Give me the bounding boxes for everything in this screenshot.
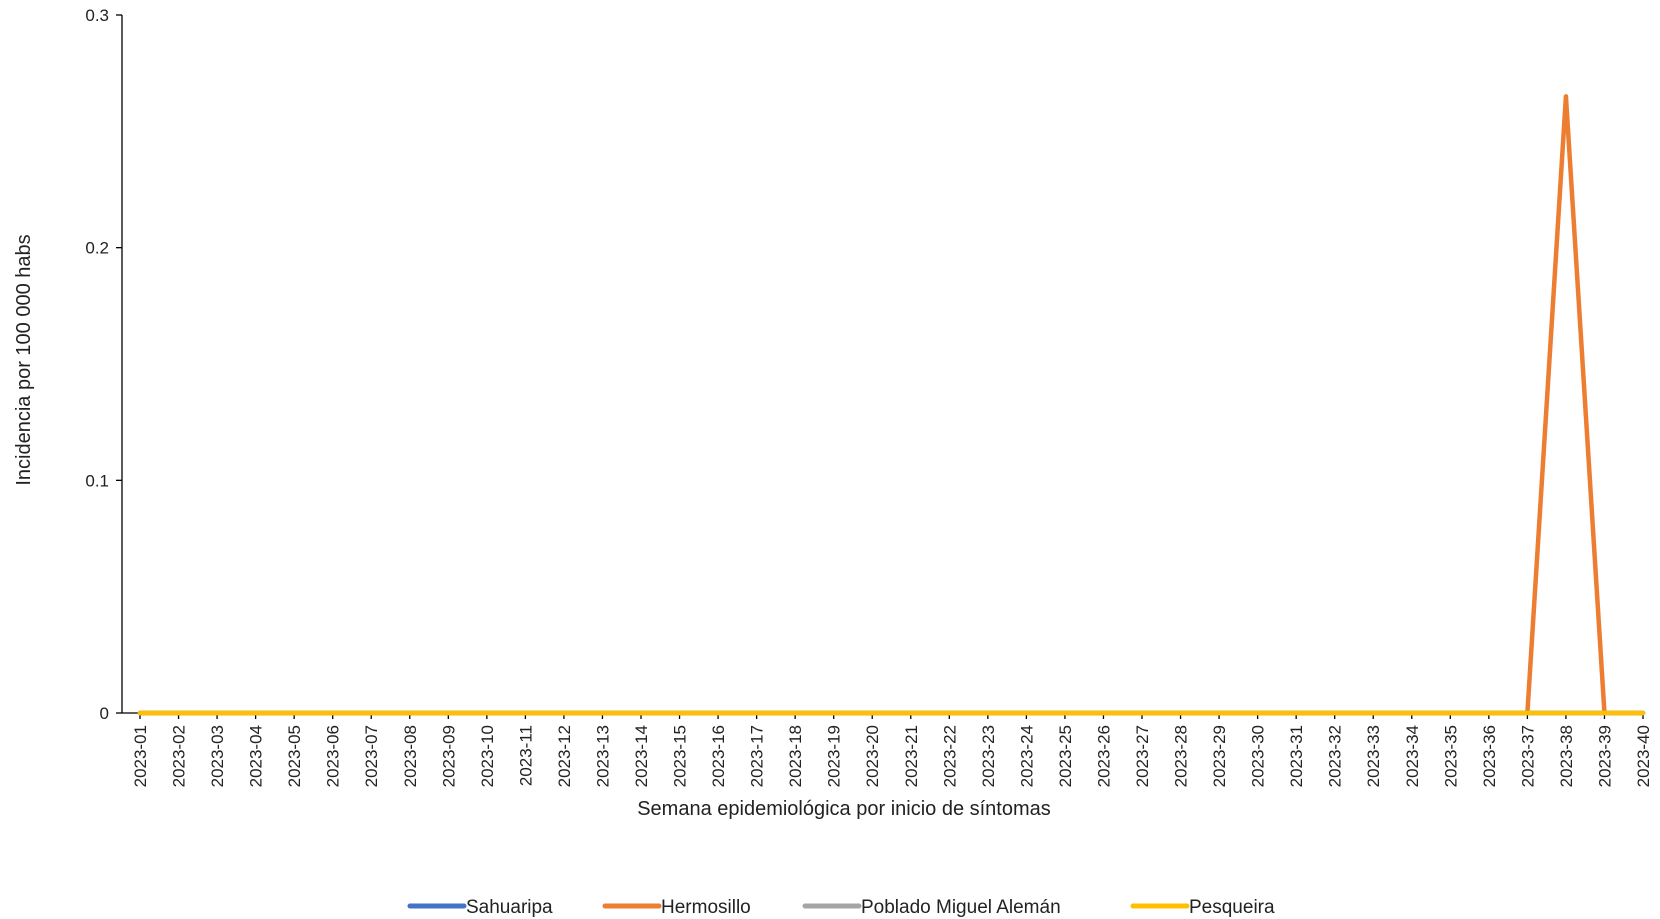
x-tick-label: 2023-17 [748, 725, 767, 787]
legend-item: Pesqueira [1130, 897, 1275, 918]
y-axis-title: Incidencia por 100 000 habs [13, 234, 35, 485]
x-tick-label: 2023-39 [1595, 725, 1614, 787]
x-axis-title: Semana epidemiológica por inicio de sínt… [637, 798, 1051, 820]
x-tick-label: 2023-34 [1403, 725, 1422, 787]
series-line-hermosillo [137, 94, 1646, 716]
legend: Sahuaripa Hermosillo Poblado Miguel Alemán… [407, 897, 1275, 918]
x-tick-label: 2023-08 [401, 725, 420, 787]
y-tick-label: 0 [100, 704, 109, 723]
x-tick-label: 2023-31 [1287, 725, 1306, 787]
x-tick-label: 2023-24 [1017, 725, 1036, 787]
x-tick-label: 2023-23 [979, 725, 998, 787]
x-tick-label: 2023-28 [1172, 725, 1191, 787]
x-tick-label: 2023-26 [1094, 725, 1113, 787]
x-tick-label: 2023-05 [285, 725, 304, 787]
y-tick-label: 0.3 [85, 6, 109, 25]
legend-item: Hermosillo [602, 897, 751, 918]
x-tick-label: 2023-04 [247, 725, 266, 787]
x-tick-label: 2023-33 [1364, 725, 1383, 787]
x-tick-label: 2023-10 [478, 725, 497, 787]
legend-item: Poblado Miguel Alemán [802, 897, 1061, 918]
x-tick-label: 2023-30 [1249, 725, 1268, 787]
legend-label: Poblado Miguel Alemán [861, 897, 1061, 918]
legend-item: Sahuaripa [407, 897, 553, 918]
x-tick-label: 2023-16 [709, 725, 728, 787]
x-tick-label: 2023-19 [825, 725, 844, 787]
x-tick-label: 2023-21 [902, 725, 921, 787]
x-tick-label: 2023-03 [208, 725, 227, 787]
x-tick-label: 2023-37 [1518, 725, 1537, 787]
x-tick-label: 2023-15 [671, 725, 690, 787]
x-tick-label: 2023-07 [362, 725, 381, 787]
legend-label: Pesqueira [1189, 897, 1275, 918]
x-tick-label: 2023-32 [1326, 725, 1345, 787]
x-tick-label: 2023-06 [324, 725, 343, 787]
x-tick-label: 2023-27 [1133, 725, 1152, 787]
x-tick-label: 2023-14 [632, 725, 651, 787]
x-tick-label: 2023-09 [439, 725, 458, 787]
x-tick-label: 2023-25 [1056, 725, 1075, 787]
x-tick-label: 2023-35 [1441, 725, 1460, 787]
x-tick-label: 2023-02 [170, 725, 189, 787]
legend-label: Hermosillo [661, 897, 751, 918]
x-tick-label: 2023-40 [1634, 725, 1653, 787]
y-tick-label: 0.1 [85, 471, 109, 490]
y-tick-label: 0.2 [85, 239, 109, 258]
x-tick-label: 2023-38 [1557, 725, 1576, 787]
legend-label: Sahuaripa [466, 897, 553, 918]
x-tick-label: 2023-12 [555, 725, 574, 787]
x-tick-label: 2023-20 [863, 725, 882, 787]
x-tick-label: 2023-22 [940, 725, 959, 787]
x-tick-label: 2023-11 [516, 725, 535, 786]
y-axis: 0 0.1 0.2 0.3 [85, 6, 123, 723]
x-axis: 2023-01 2023-02 2023-03 2023-04 2023-05 2023-… [122, 712, 1653, 787]
x-tick-label: 2023-36 [1480, 725, 1499, 787]
x-tick-label: 2023-13 [593, 725, 612, 787]
x-tick-label: 2023-29 [1210, 725, 1229, 787]
series-lines [137, 94, 1646, 716]
x-tick-label: 2023-18 [786, 725, 805, 787]
x-tick-label: 2023-01 [131, 725, 150, 787]
